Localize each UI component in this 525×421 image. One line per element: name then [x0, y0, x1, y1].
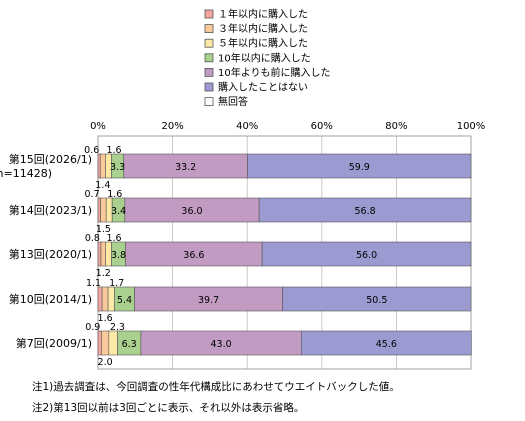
- legend-label: ５年以内に購入した: [218, 37, 308, 50]
- data-label: 36.6: [183, 250, 204, 261]
- bar-segment: [101, 286, 109, 312]
- category-label: 第10回(2014/1): [9, 292, 92, 306]
- data-label: 1.4: [95, 180, 110, 191]
- data-label: 5.4: [117, 295, 132, 306]
- bar-segment: [282, 286, 472, 312]
- data-label: 50.5: [366, 295, 387, 306]
- x-tick-label: 60%: [311, 121, 333, 132]
- legend-swatch: [204, 24, 214, 34]
- legend-swatch: [204, 38, 214, 48]
- bar-segment: [100, 197, 107, 223]
- data-label: 3.8: [111, 250, 126, 261]
- legend-swatch: [204, 53, 214, 63]
- legend-label: １年以内に購入した: [218, 8, 308, 21]
- data-label: 3.4: [111, 206, 126, 217]
- footnote-1: 注1)過去調査は、今回調査の性年代構成比にあわせてウエイトバックした値。: [32, 381, 400, 393]
- bar-segment: [247, 153, 472, 179]
- bar-segment: [97, 241, 102, 267]
- bar-segment: [97, 330, 102, 356]
- bar-segment: [134, 286, 283, 312]
- data-label: 36.0: [181, 206, 202, 217]
- category-label: 第7回(2009/1): [16, 336, 92, 350]
- x-tick-label: 80%: [385, 121, 407, 132]
- legend-swatch: [204, 9, 214, 19]
- x-tick-label: 100%: [457, 121, 486, 132]
- bar-segment: [258, 197, 472, 223]
- data-label: 0.8: [85, 233, 100, 244]
- bar-segment: [107, 286, 115, 312]
- data-label: 33.2: [175, 162, 196, 173]
- bar-segment: [97, 197, 101, 223]
- data-label: 6.3: [122, 339, 137, 350]
- bar-segment: [99, 153, 106, 179]
- data-label: 0.7: [85, 189, 100, 200]
- data-label: 2.0: [98, 357, 113, 368]
- bar-segment: [125, 241, 263, 267]
- data-label: 39.7: [198, 295, 219, 306]
- legend-swatch: [204, 68, 214, 77]
- bar-segment: [123, 153, 248, 179]
- legend-swatch: [204, 97, 214, 106]
- category-labels: 第15回(2026/1)(n=11428) 第14回(2023/1) 第13回(20…: [0, 152, 92, 350]
- category-label: 第14回(2023/1): [9, 203, 92, 217]
- data-label: 59.9: [349, 162, 370, 173]
- x-tick-label: 40%: [236, 121, 258, 132]
- data-label: 1.6: [106, 233, 121, 244]
- data-labels: 0.61.41.63.3 33.2 59.90.71.51.63.4 36.0 56.8…: [84, 145, 397, 368]
- data-label: 1.6: [98, 313, 113, 324]
- legend-label: 10年よりも前に購入した: [218, 66, 331, 79]
- category-label: (n=11428): [0, 167, 52, 180]
- data-label: 2.3: [110, 322, 125, 333]
- bar-segment: [97, 153, 101, 179]
- legend-label: 10年以内に購入した: [218, 51, 311, 64]
- bar-segment: [300, 330, 472, 356]
- legend-label: ３年以内に購入した: [218, 22, 308, 35]
- bar-segment: [261, 241, 472, 267]
- data-label: 1.5: [96, 224, 111, 235]
- data-label: 0.6: [84, 145, 99, 156]
- category-label: 第13回(2020/1): [9, 247, 92, 261]
- bar-segment: [101, 330, 110, 356]
- x-tick-label: 20%: [161, 121, 183, 132]
- x-tick-label: 0%: [90, 121, 106, 132]
- legend-swatch: [204, 82, 214, 92]
- data-label: 56.8: [354, 206, 375, 217]
- data-label: 3.3: [110, 162, 125, 173]
- bar-segment: [108, 330, 118, 356]
- data-label: 1.6: [106, 145, 121, 156]
- bars: [97, 153, 472, 356]
- legend-label: 無回答: [218, 95, 248, 108]
- bar-segment: [140, 330, 302, 356]
- data-label: 1.6: [107, 189, 122, 200]
- legend-label: 購入したことはない: [218, 81, 308, 94]
- footnote-2: 注2)第13回以前は3回ごとに表示、それ以外は表示省略。: [32, 402, 305, 414]
- data-label: 1.7: [109, 278, 124, 289]
- bar-segment: [100, 241, 106, 267]
- data-label: 1.2: [96, 268, 111, 279]
- category-label: 第15回(2026/1): [9, 152, 92, 166]
- data-label: 45.6: [376, 339, 397, 350]
- data-label: 56.0: [356, 250, 377, 261]
- data-label: 0.9: [85, 322, 100, 333]
- data-label: 43.0: [211, 339, 232, 350]
- data-label: 1.1: [86, 278, 101, 289]
- bar-segment: [97, 286, 103, 312]
